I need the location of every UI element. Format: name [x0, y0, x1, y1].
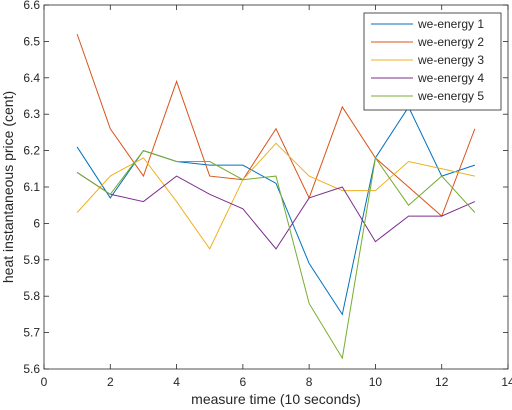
legend-label-3: we-energy 3 — [417, 53, 484, 67]
y-tick-label: 5.9 — [23, 253, 40, 267]
y-tick-label: 5.7 — [23, 326, 40, 340]
legend-box — [363, 12, 502, 111]
y-tick-label: 6.3 — [23, 107, 40, 121]
x-tick-label: 10 — [369, 375, 383, 389]
y-tick-label: 5.8 — [23, 289, 40, 303]
x-tick-label: 12 — [435, 375, 449, 389]
x-tick-label: 14 — [501, 375, 512, 389]
y-axis-label: heat instantaneous price (cent) — [0, 91, 16, 283]
x-tick-label: 2 — [107, 375, 114, 389]
legend-label-1: we-energy 1 — [417, 17, 484, 31]
x-tick-label: 4 — [173, 375, 180, 389]
x-axis-ticks: 0 2 4 6 8 10 12 14 — [41, 5, 512, 389]
y-tick-label: 5.6 — [23, 362, 40, 376]
x-axis-label: measure time (10 seconds) — [191, 391, 361, 407]
series-line-2 — [76, 33, 476, 217]
legend-label-5: we-energy 5 — [417, 89, 484, 103]
series-line-4 — [76, 172, 476, 250]
legend: we-energy 1 we-energy 2 we-energy 3 we-ener… — [363, 12, 502, 111]
y-tick-label: 6.2 — [23, 144, 40, 158]
y-axis-ticks: 5.6 5.7 5.8 5.9 6 6.1 6.2 6.3 6.4 6.5 6.6 — [23, 0, 508, 376]
y-tick-label: 6.4 — [23, 71, 40, 85]
x-tick-label: 0 — [41, 375, 48, 389]
y-tick-label: 6.5 — [23, 34, 40, 48]
series-line-3 — [76, 142, 475, 250]
legend-label-2: we-energy 2 — [417, 35, 484, 49]
y-tick-label: 6.1 — [23, 180, 40, 194]
y-tick-label: 6 — [33, 216, 40, 230]
y-tick-label: 6.6 — [23, 0, 40, 12]
x-tick-label: 6 — [240, 375, 247, 389]
series-line-5 — [76, 150, 476, 360]
x-tick-label: 8 — [306, 375, 313, 389]
legend-label-4: we-energy 4 — [417, 71, 484, 85]
